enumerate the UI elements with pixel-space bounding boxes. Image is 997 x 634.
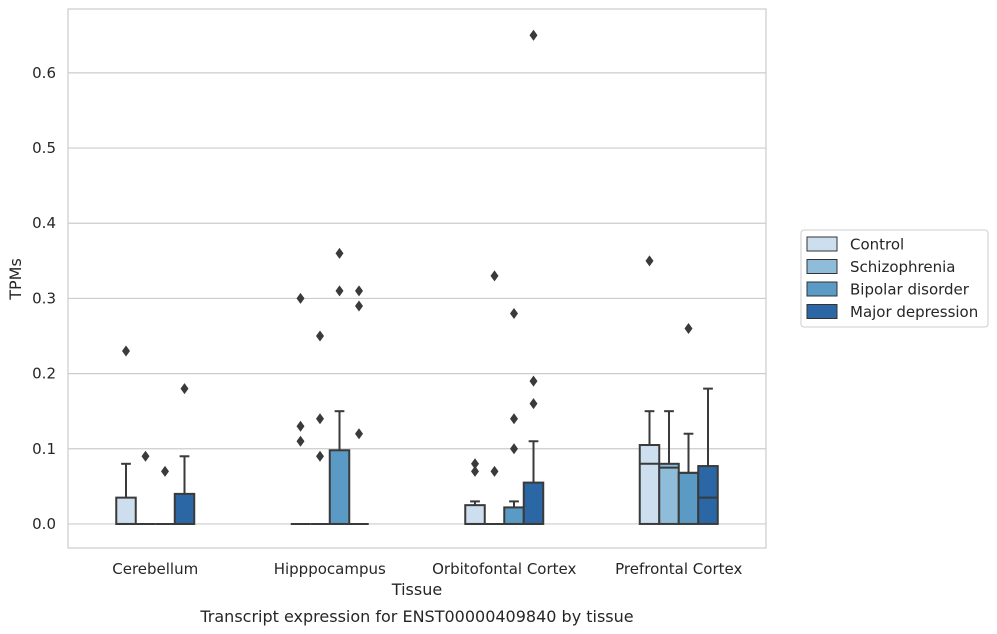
box-body [658, 462, 680, 525]
outlier-point [355, 300, 363, 312]
legend-swatch [806, 259, 838, 274]
box-1-2 [328, 247, 351, 525]
box-2-0 [464, 458, 486, 525]
box-0-1 [135, 450, 156, 525]
box-body [328, 449, 351, 525]
outlier-point [529, 29, 538, 41]
outlier-point [510, 413, 518, 425]
box-body [638, 444, 661, 525]
legend-swatch [806, 236, 838, 252]
box-0-0 [115, 345, 137, 525]
legend-swatch [806, 281, 838, 297]
box-3-2 [677, 322, 700, 525]
y-tick-label: 0.1 [32, 440, 56, 458]
x-tick-label: Cerebellum [112, 560, 198, 578]
outlier-point [335, 285, 344, 297]
outlier-point [471, 465, 479, 477]
outlier-point [471, 458, 479, 470]
y-tick-label: 0.6 [32, 64, 56, 82]
box-0-2 [155, 465, 175, 525]
outlier-point [645, 255, 654, 267]
chart-caption: Transcript expression for ENST0000040984… [199, 607, 633, 626]
grid-lines [68, 72, 766, 525]
legend: Control Schizophrenia Bipolar disorder Majo… [800, 229, 989, 328]
outlier-point [684, 322, 693, 334]
x-tick-label: Orbitofontal Cortex [432, 560, 576, 578]
outlier-point [335, 247, 344, 259]
y-tick-label: 0.3 [32, 289, 56, 307]
plot-area-frame [67, 8, 767, 549]
outlier-point [510, 443, 518, 455]
outlier-point [490, 465, 499, 477]
x-axis-label: Tissue [391, 580, 442, 599]
box-0-3 [173, 383, 196, 525]
outlier-point [296, 435, 305, 447]
outlier-point [316, 450, 324, 462]
box-body [522, 481, 545, 525]
outlier-point [296, 420, 305, 432]
x-axis-ticks: Cerebellum Hipppocampus Orbitofontal Corte… [112, 560, 742, 578]
box-2-2 [503, 307, 525, 525]
box-3-0 [638, 255, 661, 525]
legend-label: Control [850, 236, 904, 254]
outlier-point [161, 465, 169, 477]
y-axis-ticks: 0.0 0.1 0.2 0.3 0.4 0.5 0.6 [32, 64, 56, 533]
outlier-point [180, 383, 189, 395]
y-tick-label: 0.0 [32, 515, 56, 533]
x-tick-label: Prefrontal Cortex [615, 560, 742, 578]
outlier-point [490, 270, 499, 282]
box-1-1 [310, 330, 330, 525]
box-body [115, 496, 137, 525]
outlier-point [141, 450, 150, 462]
box-series [115, 29, 719, 525]
outlier-point [510, 307, 518, 319]
box-2-3 [522, 29, 545, 525]
outlier-point [355, 285, 363, 297]
legend-label: Bipolar disorder [850, 281, 970, 299]
legend-label: Schizophrenia [850, 258, 955, 276]
outlier-point [529, 375, 538, 387]
box-1-0 [290, 292, 311, 525]
legend-swatch [806, 304, 838, 319]
outlier-point [529, 398, 538, 410]
outlier-point [296, 292, 305, 304]
outlier-point [355, 428, 363, 440]
box-body [677, 471, 700, 525]
outlier-point [316, 413, 324, 425]
box-3-3 [697, 387, 719, 525]
y-tick-label: 0.4 [32, 214, 56, 232]
outlier-point [316, 330, 324, 342]
y-tick-label: 0.5 [32, 139, 56, 157]
box-2-1 [484, 270, 505, 525]
box-body [697, 465, 719, 525]
box-body [503, 506, 525, 525]
box-body [173, 492, 196, 525]
x-tick-label: Hipppocampus [274, 560, 386, 578]
box-1-3 [349, 285, 369, 525]
legend-frame [800, 229, 989, 328]
outlier-point [122, 345, 130, 357]
legend-label: Major depression [850, 303, 978, 321]
box-body [464, 504, 486, 525]
y-tick-label: 0.2 [32, 365, 56, 383]
box-3-1 [658, 410, 680, 525]
y-axis-label: TPMs [6, 258, 25, 301]
